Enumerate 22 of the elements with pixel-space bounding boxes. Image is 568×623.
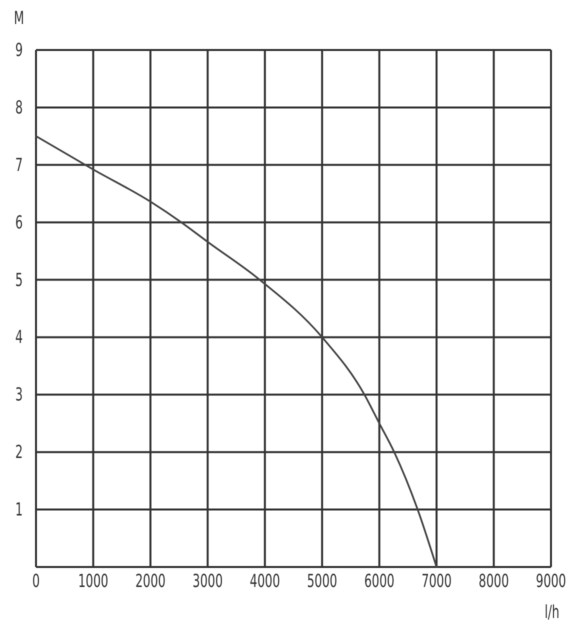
y-tick-label: 5 [15,269,23,290]
x-tick-label: 0 [32,570,40,592]
y-axis-title: M [14,7,24,29]
x-tick-label: 4000 [250,570,280,592]
y-tick-label: 2 [15,442,23,463]
x-tick-label: 5000 [306,570,338,592]
line-series [35,135,438,568]
x-axis-title: l/h [544,601,560,623]
y-tick-label: 6 [15,212,23,234]
x-tick-label: 9000 [536,570,566,592]
x-tick-label: 2000 [135,570,166,592]
y-tick-label: 4 [15,326,23,348]
y-tick-label: 9 [15,39,23,61]
x-tick-label: 8000 [478,570,509,592]
x-tick-label: 3000 [192,570,223,592]
x-tick-label: 1000 [78,570,108,592]
y-tick-label: 1 [15,499,23,520]
y-tick-label: 7 [15,154,23,176]
y-tick-label: 8 [15,96,23,118]
x-tick-label: 6000 [364,570,394,592]
x-tick-label: 7000 [421,570,452,592]
y-tick-label: 3 [15,384,23,406]
